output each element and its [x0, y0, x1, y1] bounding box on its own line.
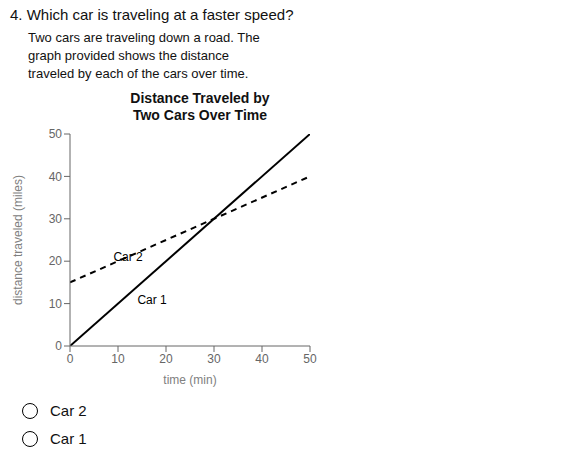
- svg-text:0: 0: [67, 352, 74, 366]
- svg-text:30: 30: [207, 352, 221, 366]
- html-text:Two cars are traveling down a: Two cars are traveling down a road. The: [28, 30, 260, 45]
- html-text:traveled by each of the cars o: traveled by each of the cars over time.: [28, 66, 249, 81]
- html-text:Car 1: Car 1: [50, 430, 87, 447]
- svg-text:40: 40: [255, 352, 269, 366]
- svg-text:40: 40: [49, 170, 63, 184]
- svg-text:Car 1: Car 1: [137, 293, 167, 307]
- svg-text:30: 30: [49, 212, 63, 226]
- svg-text:distance traveled (miles): distance traveled (miles): [11, 175, 25, 305]
- svg-text:time (min): time (min): [163, 373, 216, 387]
- html-text:Two Cars Over Time: Two Cars Over Time: [133, 107, 267, 123]
- svg-text:Car 2: Car 2: [113, 250, 143, 264]
- svg-text:10: 10: [111, 352, 125, 366]
- svg-text:50: 50: [303, 352, 317, 366]
- html-text:Car 2: Car 2: [50, 402, 87, 419]
- svg-text:10: 10: [49, 297, 63, 311]
- html-text:graph provided shows the dista: graph provided shows the distance: [28, 48, 229, 63]
- svg-text:50: 50: [49, 127, 63, 141]
- svg-text:0: 0: [55, 339, 62, 353]
- svg-text:20: 20: [159, 352, 173, 366]
- svg-text:20: 20: [49, 254, 63, 268]
- html-text:4. Which car is traveling at a: 4. Which car is traveling at a faster sp…: [10, 6, 294, 23]
- html-text:Distance Traveled by: Distance Traveled by: [130, 90, 270, 106]
